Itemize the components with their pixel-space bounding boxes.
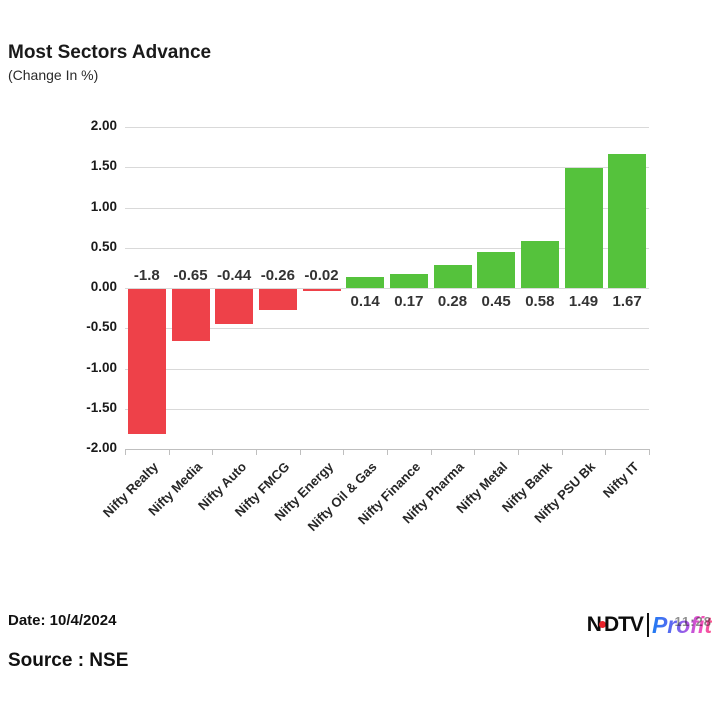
value-label: -0.26 — [260, 267, 295, 284]
y-axis-label: -1.50 — [86, 399, 117, 415]
bar-nifty-fmcg — [258, 289, 297, 310]
y-axis-label: -2.00 — [86, 440, 117, 455]
bar-nifty-energy — [302, 289, 341, 291]
value-label: -0.65 — [173, 267, 208, 284]
x-axis-tick — [299, 449, 301, 455]
plot-area: -1.8 Nifty Realty -0.65 Nifty Media -0.44 Nif… — [100, 127, 650, 534]
gridline — [125, 408, 649, 410]
x-axis-label: Nifty IT — [600, 459, 642, 501]
x-axis-tick — [430, 449, 432, 455]
y-axis-label: 2.00 — [90, 118, 117, 133]
logo-separator-bar — [646, 613, 649, 637]
gridline — [125, 207, 649, 209]
bar-nifty-metal — [477, 251, 516, 288]
y-axis-label: 1.00 — [90, 198, 117, 214]
value-label: -0.02 — [304, 267, 339, 284]
x-axis-tick — [343, 449, 345, 455]
date-label: Date: 10/4/2024 — [8, 612, 117, 629]
value-label: 1.49 — [568, 293, 599, 310]
bar-nifty-finance — [389, 274, 428, 288]
bar-nifty-media — [171, 289, 210, 342]
bar-nifty-realty — [127, 289, 166, 434]
x-axis-tick — [212, 449, 214, 455]
ndtv-logo-text: N DTV — [586, 613, 644, 636]
x-axis-tick — [649, 449, 650, 455]
x-axis-tick — [168, 449, 170, 455]
chart-title: Most Sectors Advance — [8, 42, 212, 63]
ndtv-red-dot-icon — [598, 621, 606, 628]
bar-chart: -1.8 Nifty Realty -0.65 Nifty Media -0.44 Nif… — [86, 118, 650, 534]
y-axis-label: -0.50 — [86, 319, 117, 335]
value-label: 0.17 — [394, 293, 424, 310]
timestamp-overlay: 11:28 — [674, 613, 712, 629]
y-axis-label: -1.00 — [86, 359, 117, 375]
profit-logo-text: Profit — [651, 611, 712, 638]
value-label: 0.28 — [437, 293, 468, 310]
gridline — [125, 328, 649, 330]
y-axis-label: 1.50 — [90, 158, 117, 174]
x-axis-tick — [605, 449, 607, 455]
gridline — [125, 247, 649, 249]
x-axis-tick — [256, 449, 257, 455]
gridline — [125, 288, 649, 289]
gridline — [125, 167, 649, 169]
x-axis-tick — [474, 449, 476, 455]
bar-nifty-psu-bk — [564, 168, 603, 288]
chart-subtitle: (Change In %) — [8, 67, 99, 83]
x-axis-tick — [561, 449, 563, 455]
bar-nifty-it — [608, 153, 647, 288]
ndtv-profit-logo: N DTV 11:28 Profit — [587, 611, 712, 639]
value-label: 1.67 — [612, 293, 642, 310]
value-label: -0.44 — [217, 267, 252, 284]
value-label: 0.45 — [481, 293, 511, 310]
bar-nifty-pharma — [433, 265, 472, 288]
x-axis-tick — [518, 449, 519, 455]
bar-nifty-oil-gas — [346, 276, 385, 288]
x-axis-tick — [125, 449, 126, 455]
y-axis-label: 0.00 — [90, 279, 117, 294]
bar-nifty-auto — [215, 289, 254, 325]
value-label: -1.8 — [133, 267, 160, 284]
value-label: 0.58 — [525, 293, 555, 310]
ndtv-logo-rest: DTV — [603, 613, 644, 636]
x-axis-tick — [387, 449, 388, 455]
bar-nifty-bank — [520, 241, 559, 288]
source-label: Source : NSE — [8, 650, 129, 671]
profit-logo-wrap: 11:28 Profit — [652, 612, 712, 639]
gridline — [125, 368, 649, 370]
y-axis-label: 0.50 — [90, 238, 117, 254]
value-label: 0.14 — [350, 293, 380, 310]
gridline — [125, 127, 649, 128]
